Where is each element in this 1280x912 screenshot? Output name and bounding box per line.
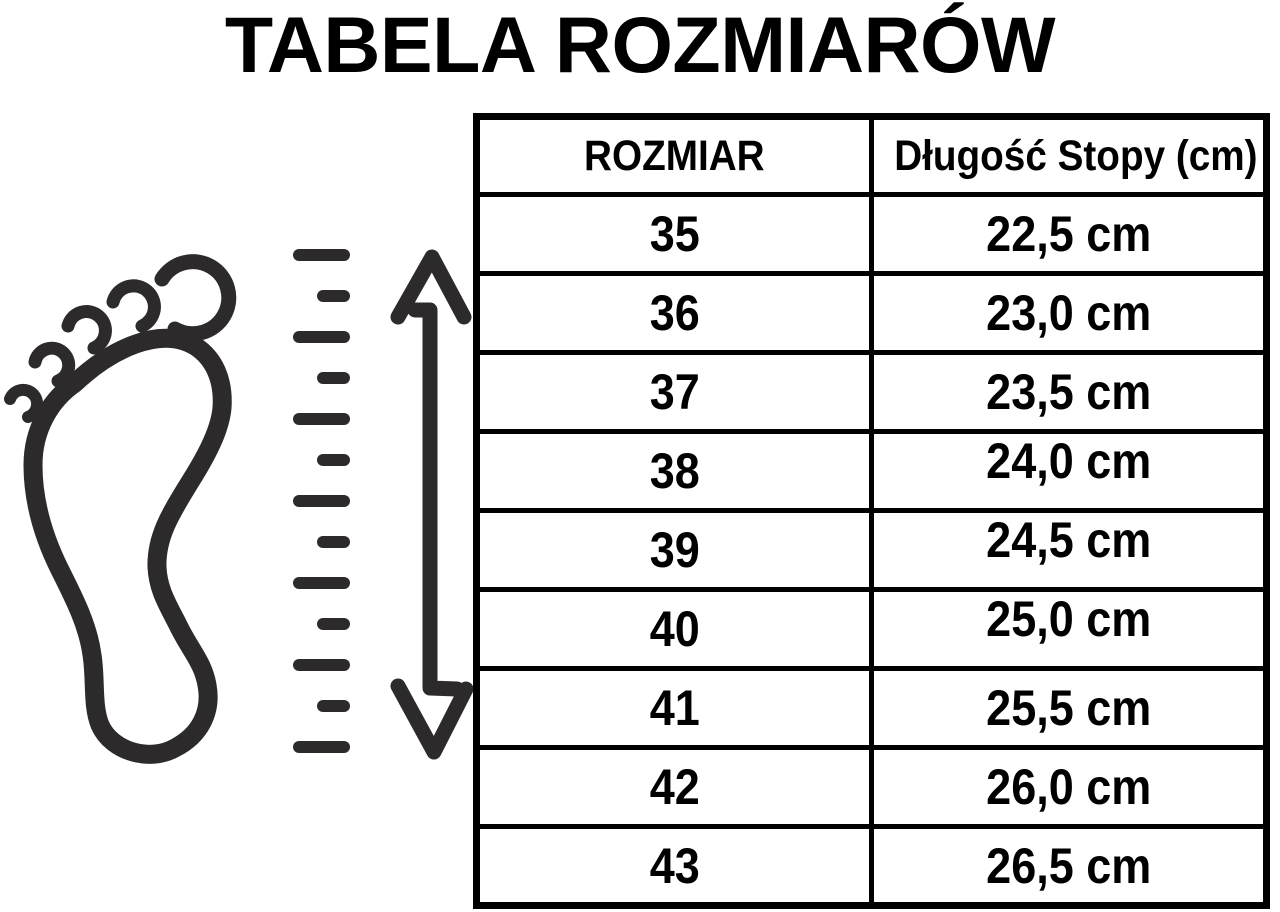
table-row: 40 25,0 cm (474, 587, 1269, 671)
size-table: ROZMIAR Długość Stopy (cm) 35 22,5 cm 36… (473, 113, 1270, 909)
foot-measure-illustration (4, 249, 474, 764)
size-cell: 40 (474, 587, 874, 671)
ruler-dashes-icon (293, 249, 350, 753)
toe-icon (28, 341, 76, 388)
size-cell: 36 (474, 271, 874, 355)
length-cell: 22,5 cm (869, 192, 1269, 276)
table-row: 35 22,5 cm (474, 192, 1269, 276)
col-header-size-label: ROZMIAR (584, 131, 765, 180)
length-cell: 24,0 cm (869, 429, 1269, 513)
foot-sole-path (23, 328, 232, 764)
page-title: TABELA ROZMIARÓW (0, 5, 1280, 84)
size-cell: 35 (474, 192, 874, 276)
toe-icon (106, 279, 161, 333)
length-cell: 23,0 cm (869, 271, 1269, 355)
size-cell: 38 (474, 429, 874, 513)
table-row: 41 25,5 cm (474, 666, 1269, 750)
size-cell: 42 (474, 745, 874, 829)
col-header-foot-length-label: Długość Stopy (cm) (894, 131, 1258, 180)
size-cell: 39 (474, 508, 874, 592)
length-cell: 23,5 cm (869, 350, 1269, 434)
length-cell: 26,0 cm (869, 745, 1269, 829)
size-cell: 37 (474, 350, 874, 434)
toe-icon (61, 305, 112, 355)
double-arrow-icon (390, 249, 474, 760)
size-cell: 41 (474, 666, 874, 750)
table-header-row: ROZMIAR Długość Stopy (cm) (474, 114, 1269, 197)
arrow-shaft (407, 302, 465, 697)
length-cell: 24,5 cm (869, 508, 1269, 592)
arrow-head-up (390, 249, 472, 325)
table-row: 43 26,5 cm (474, 824, 1269, 908)
big-toe-icon (154, 254, 237, 342)
arrow-head-down (390, 678, 474, 760)
size-cell: 43 (474, 824, 874, 908)
col-header-size: ROZMIAR (474, 114, 874, 197)
col-header-foot-length: Długość Stopy (cm) (869, 114, 1269, 197)
table-row: 42 26,0 cm (474, 745, 1269, 829)
length-cell: 25,5 cm (869, 666, 1269, 750)
table-row: 36 23,0 cm (474, 271, 1269, 355)
length-cell: 25,0 cm (869, 587, 1269, 671)
table-row: 38 24,0 cm (474, 429, 1269, 513)
foot-icon (4, 254, 237, 764)
length-cell: 26,5 cm (869, 824, 1269, 908)
toe-icon (4, 383, 44, 423)
table-row: 39 24,5 cm (474, 508, 1269, 592)
page-title-text: TABELA ROZMIARÓW (224, 0, 1056, 89)
table-row: 37 23,5 cm (474, 350, 1269, 434)
